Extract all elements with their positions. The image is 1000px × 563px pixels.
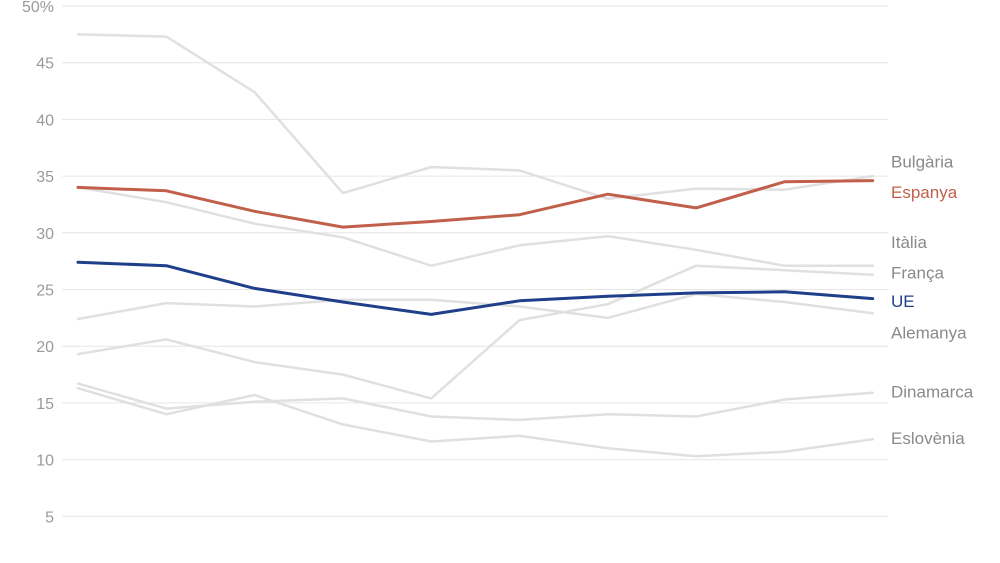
series-label-espanya: Espanya [891, 183, 958, 202]
series-line-alemanya [76, 292, 874, 321]
grid [62, 5, 888, 517]
series-line-eslovènia [76, 386, 874, 458]
y-tick-label: 15 [36, 396, 54, 413]
series-label-dinamarca: Dinamarca [891, 383, 974, 402]
series-line-frança [76, 264, 874, 400]
y-tick-label: 30 [36, 226, 54, 243]
series-label-alemanya: Alemanya [891, 324, 967, 343]
y-tick-label: 20 [36, 339, 54, 356]
y-tick-label: 50% [22, 0, 54, 16]
series-line-dinamarca [76, 382, 874, 422]
series-line-itàlia [76, 186, 874, 267]
series-label-ue: UE [891, 292, 915, 311]
series-line-bulgària [76, 33, 874, 201]
y-tick-label: 40 [36, 112, 54, 129]
y-tick-label: 10 [36, 453, 54, 470]
y-axis-ticks: 50% 45 40 35 30 25 20 15 10 5 [22, 0, 54, 526]
y-tick-label: 25 [36, 283, 54, 300]
series-label-bulgària: Bulgària [891, 152, 954, 171]
series-label-eslovènia: Eslovènia [891, 429, 965, 448]
series-line-ue [76, 260, 875, 316]
y-tick-label: 45 [36, 56, 54, 73]
y-tick-label: 5 [45, 509, 54, 526]
series-label-frança: França [891, 263, 944, 282]
y-tick-label: 35 [36, 169, 54, 186]
series-labels: Bulgària Espanya Itàlia França UE Alemanya Din… [891, 152, 974, 448]
series-lines [76, 33, 875, 458]
series-label-itàlia: Itàlia [891, 233, 927, 252]
series-line-espanya [76, 179, 875, 229]
